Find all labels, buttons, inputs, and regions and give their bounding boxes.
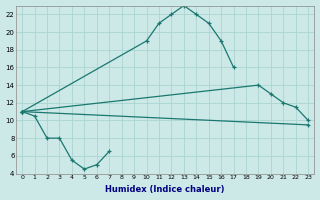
X-axis label: Humidex (Indice chaleur): Humidex (Indice chaleur) xyxy=(106,185,225,194)
